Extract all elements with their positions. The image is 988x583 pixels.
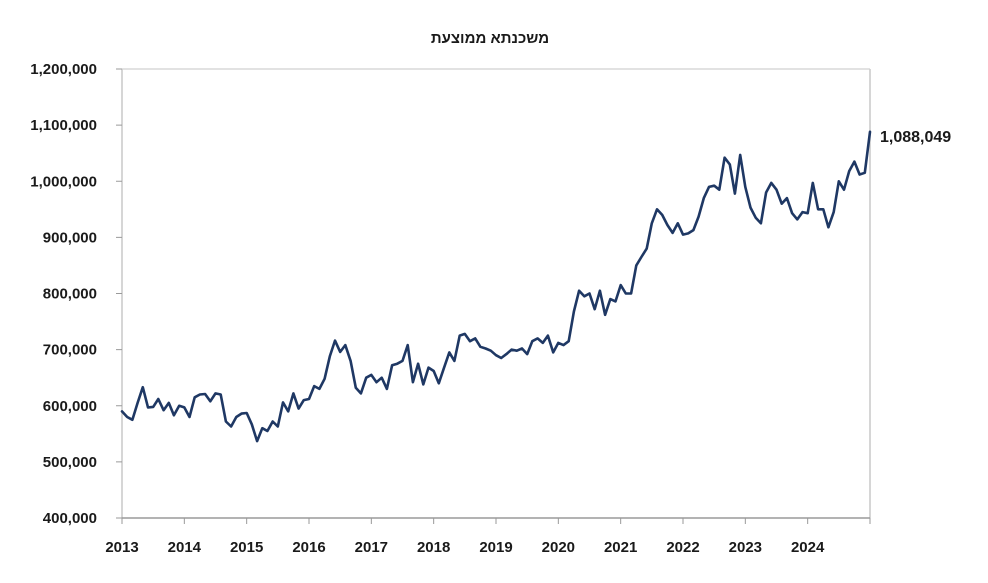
y-tick-label: 800,000 <box>43 286 97 303</box>
x-tick-label: 2024 <box>791 539 825 556</box>
x-tick-label: 2013 <box>105 539 138 556</box>
y-axis: 400,000 500,000 600,000 700,000 800,000 900,0… <box>30 61 871 527</box>
series-group <box>120 130 872 443</box>
x-tick-label: 2019 <box>479 539 512 556</box>
chart-title: משכנתא ממוצעת <box>431 30 549 47</box>
end-value-label: 1,088,049 <box>880 129 951 146</box>
x-tick-label: 2018 <box>417 539 450 556</box>
y-tick-label: 700,000 <box>43 342 97 359</box>
x-tick-label: 2016 <box>292 539 325 556</box>
x-tick-label: 2014 <box>168 539 202 556</box>
y-tick-label: 1,200,000 <box>30 61 97 78</box>
x-tick-label: 2022 <box>666 539 699 556</box>
x-tick-label: 2023 <box>729 539 762 556</box>
x-tick-label: 2020 <box>542 539 575 556</box>
x-tick-label: 2017 <box>355 539 388 556</box>
x-axis: 2013 2014 2015 2016 2017 2018 2019 2020 2021 2022… <box>105 517 871 556</box>
y-tick-label: 500,000 <box>43 454 97 471</box>
series-line <box>120 130 872 443</box>
x-tick-label: 2021 <box>604 539 637 556</box>
x-tick-label: 2015 <box>230 539 263 556</box>
y-tick-label: 900,000 <box>43 229 97 246</box>
y-tick-label: 1,100,000 <box>30 117 97 134</box>
y-tick-label: 1,000,000 <box>30 173 97 190</box>
y-tick-label: 600,000 <box>43 398 97 415</box>
y-tick-label: 400,000 <box>43 510 97 527</box>
